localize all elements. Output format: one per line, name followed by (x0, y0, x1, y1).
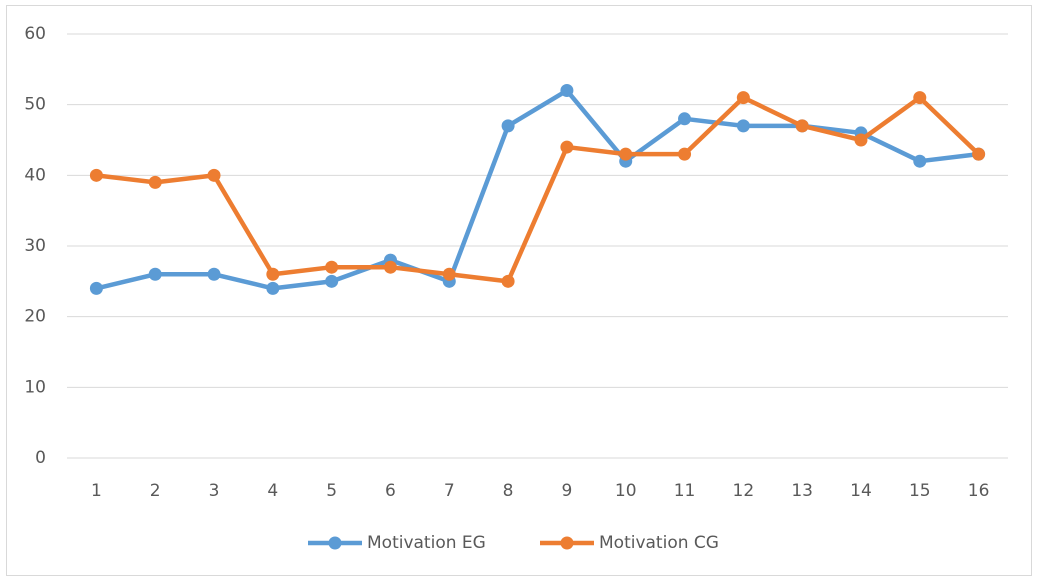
data-point (148, 267, 162, 281)
x-tick-label: 15 (909, 481, 931, 501)
x-tick-label: 2 (150, 481, 161, 501)
x-tick-label: 3 (209, 481, 220, 501)
y-tick-label: 60 (24, 24, 46, 44)
data-point (89, 281, 103, 295)
legend-marker (328, 536, 342, 550)
data-point (442, 267, 456, 281)
x-tick-label: 10 (615, 481, 637, 501)
series-line (95, 88, 979, 291)
x-tick-label: 4 (267, 481, 278, 501)
data-point (678, 147, 692, 161)
x-tick-label: 11 (674, 481, 696, 501)
chart-border (6, 5, 1032, 576)
legend-marker (560, 536, 574, 550)
data-point (795, 119, 809, 133)
data-point (854, 133, 868, 147)
data-point (501, 274, 515, 288)
data-point (148, 175, 162, 189)
x-tick-label: 12 (733, 481, 755, 501)
x-tick-label: 8 (503, 481, 514, 501)
data-point (736, 119, 750, 133)
data-point (678, 112, 692, 126)
data-point (383, 260, 397, 274)
data-point (619, 147, 633, 161)
x-tick-label: 6 (385, 481, 396, 501)
x-tick-label: 9 (561, 481, 572, 501)
y-tick-label: 50 (24, 95, 46, 115)
data-point (207, 267, 221, 281)
data-point (325, 260, 339, 274)
y-tick-label: 30 (24, 236, 46, 256)
data-point (913, 91, 927, 105)
x-tick-label: 1 (91, 481, 102, 501)
y-tick-label: 10 (24, 377, 46, 397)
legend-label: Motivation EG (367, 533, 486, 553)
data-point (89, 168, 103, 182)
x-tick-label: 16 (968, 481, 990, 501)
data-point (560, 140, 574, 154)
data-point (560, 84, 574, 98)
data-point (325, 274, 339, 288)
y-tick-label: 40 (24, 165, 46, 185)
data-point (736, 91, 750, 105)
x-tick-label: 5 (326, 481, 337, 501)
legend-label: Motivation CG (599, 533, 719, 553)
data-point (913, 154, 927, 168)
x-tick-label: 13 (791, 481, 813, 501)
x-tick-label: 7 (444, 481, 455, 501)
data-point (972, 147, 986, 161)
series-line (96, 95, 981, 284)
y-tick-label: 0 (35, 448, 46, 468)
y-tick-label: 20 (24, 307, 46, 327)
data-point (266, 281, 280, 295)
data-point (501, 119, 515, 133)
x-tick-label: 14 (850, 481, 872, 501)
data-point (266, 267, 280, 281)
data-point (207, 168, 221, 182)
